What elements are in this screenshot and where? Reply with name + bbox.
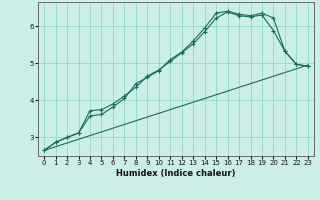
X-axis label: Humidex (Indice chaleur): Humidex (Indice chaleur) — [116, 169, 236, 178]
